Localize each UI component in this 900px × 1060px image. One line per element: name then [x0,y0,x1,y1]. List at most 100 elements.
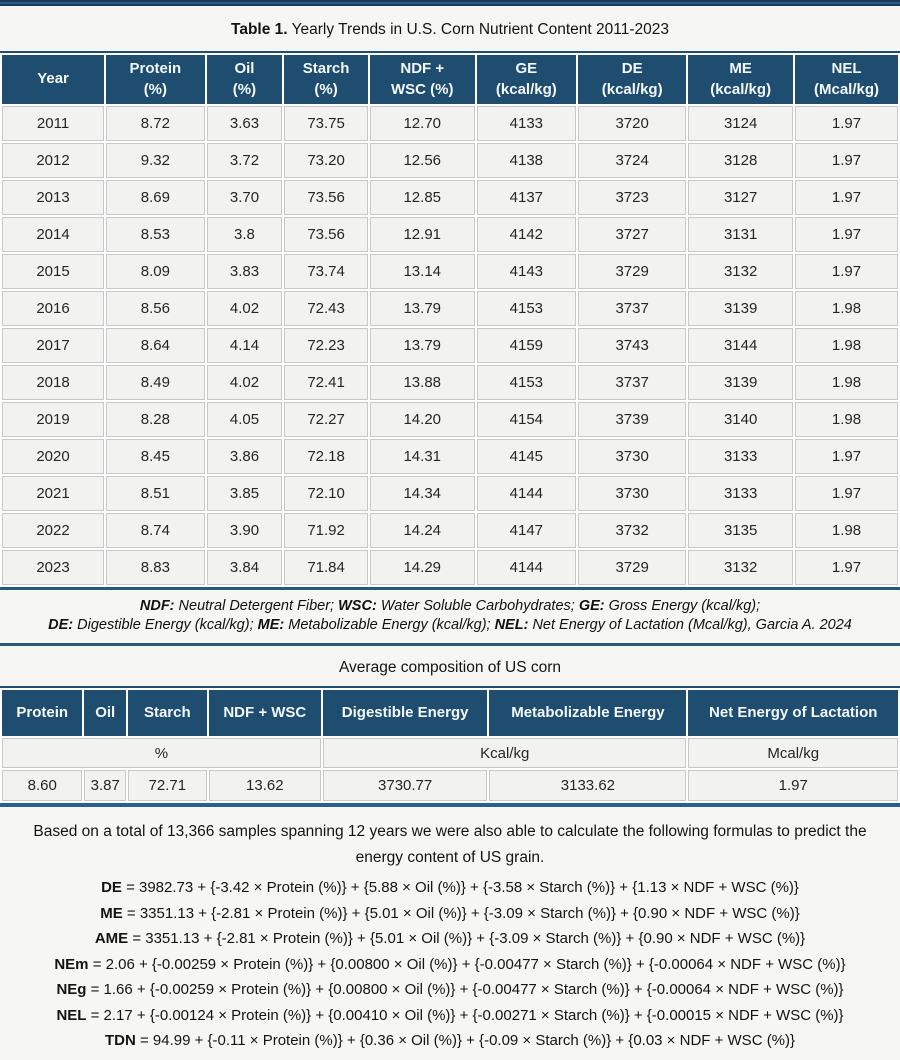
year-cell: 2011 [2,106,105,141]
table1-row-2013: 2013 8.69 3.70 73.56 12.85 4137 3723 3127 1.97 [2,180,898,215]
formula-expression: = 1.66 + {-0.00259 × Protein (%)} + {0.0… [86,981,844,998]
unit-cell-kcal-kg: Kcal/kg [322,738,687,768]
table2-column-header-metabolizable-energy: Metabolizable Energy [489,690,687,736]
divider-rule-middle [0,643,900,646]
average-value-cell: 3133.62 [489,770,687,801]
formula-me: ME = 3351.13 + {-2.81 × Protein (%)} + {… [14,901,886,927]
value-cell: 3730 [578,476,687,511]
table2-column-header-protein: Protein [2,690,83,736]
value-cell: 1.98 [795,402,898,437]
value-cell: 8.45 [106,439,205,474]
formula-label: DE [101,879,122,896]
value-cell: 4147 [476,513,577,548]
value-cell: 73.56 [284,180,368,215]
table1-column-header-year: Year [2,55,105,104]
formula-ame: AME = 3351.13 + {-2.81 × Protein (%)} + … [14,926,886,952]
top-border-bar [0,0,900,6]
formula-expression: = 2.06 + {-0.00259 × Protein (%)} + {0.0… [88,955,846,973]
value-cell: 1.97 [795,143,898,178]
value-cell: 1.97 [795,106,898,141]
value-cell: 3729 [578,550,687,585]
value-cell: 4154 [476,402,577,437]
footnote-abbr-label: NEL: [494,617,529,633]
value-cell: 4159 [476,328,577,363]
table1-footnote: NDF: Neutral Detergent Fiber; WSC: Water… [0,590,900,643]
table2-column-header-starch: Starch [127,690,207,736]
formula-lines: DE = 3982.73 + {-3.42 × Protein (%)} + {… [14,875,886,1054]
year-cell: 2016 [2,291,105,326]
table1-row-2020: 2020 8.45 3.86 72.18 14.31 4145 3730 3133 1.97 [2,439,898,474]
value-cell: 3737 [578,365,687,400]
value-cell: 4144 [476,550,577,585]
value-cell: 4142 [476,217,577,252]
formula-nel: NEL = 2.17 + {-0.00124 × Protein (%)} + … [14,1003,886,1029]
divider-rule-top [0,587,900,590]
value-cell: 8.49 [106,365,205,400]
footnote-text: Digestible Energy (kcal/kg); [73,617,258,633]
value-cell: 13.14 [369,254,475,289]
table1-row-2014: 2014 8.53 3.8 73.56 12.91 4142 3727 3131 1.97 [2,217,898,252]
value-cell: 12.91 [369,217,475,252]
divider-rule-bottom [0,803,900,807]
value-cell: 3.90 [206,513,283,548]
table1-column-header-me: ME (kcal/kg) [688,55,793,104]
footnote-abbr-label: DE: [48,617,74,633]
value-cell: 4133 [476,106,577,141]
table2-average-composition: Protein Oil Starch NDF + WSC Digestible Ener… [0,686,900,803]
average-value-cell: 13.62 [208,770,321,801]
value-cell: 8.72 [106,106,205,141]
year-cell: 2020 [2,439,105,474]
formulas-intro-text: Based on a total of 13,366 samples spann… [33,823,867,866]
table2-column-header-oil: Oil [84,690,126,736]
footnote-abbr-label: WSC: [338,598,377,614]
average-value-cell: 3730.77 [322,770,488,801]
value-cell: 14.34 [369,476,475,511]
value-cell: 3139 [688,365,793,400]
table1-corn-nutrient-trends: Year Protein (%) Oil (%) Starch (%) NDF + WS… [0,51,900,587]
footnote-abbr-label: GE: [578,598,605,614]
value-cell: 12.85 [369,180,475,215]
value-cell: 3739 [578,402,687,437]
table2-title: Average composition of US corn [339,659,561,676]
unit-cell-mcal-kg: Mcal/kg [688,738,898,768]
value-cell: 8.56 [106,291,205,326]
formula-expression: = 94.99 + {-0.11 × Protein (%)} + {0.36 … [135,1032,796,1049]
formula-label: NEm [54,955,89,973]
table1-header-row: Year Protein (%) Oil (%) Starch (%) NDF + WS… [2,55,898,104]
table1-column-header-de: DE (kcal/kg) [578,55,687,104]
formula-tdn: TDN = 94.99 + {-0.11 × Protein (%)} + {0… [14,1028,886,1054]
year-cell: 2013 [2,180,105,215]
table1-row-2017: 2017 8.64 4.14 72.23 13.79 4159 3743 3144 1.98 [2,328,898,363]
value-cell: 4138 [476,143,577,178]
year-cell: 2012 [2,143,105,178]
footnote-abbr-label: NDF: [139,598,175,614]
value-cell: 4.02 [206,365,283,400]
value-cell: 72.10 [284,476,368,511]
table1-column-header-ge: GE (kcal/kg) [476,55,577,104]
value-cell: 4143 [476,254,577,289]
formula-label: AME [94,930,129,947]
value-cell: 72.27 [284,402,368,437]
footnote-text: Gross Energy (kcal/kg); [604,598,761,614]
table2-units-row: % Kcal/kg Mcal/kg [2,738,898,768]
formula-expression: = 3351.13 + {-2.81 × Protein (%)} + {5.0… [122,904,800,922]
value-cell: 3723 [578,180,687,215]
value-cell: 72.43 [284,291,368,326]
table1-column-header-nel: NEL (Mcal/kg) [795,55,898,104]
average-value-cell: 8.60 [2,770,83,801]
value-cell: 3724 [578,143,687,178]
value-cell: 13.88 [369,365,475,400]
value-cell: 8.83 [106,550,205,585]
value-cell: 8.53 [106,217,205,252]
value-cell: 4153 [476,291,577,326]
footnote-text: Net Energy of Lactation (Mcal/kg), Garci… [528,617,852,633]
value-cell: 4144 [476,476,577,511]
value-cell: 14.31 [369,439,475,474]
value-cell: 14.29 [369,550,475,585]
table1-column-header-oil: Oil (%) [206,55,283,104]
year-cell: 2017 [2,328,105,363]
value-cell: 1.98 [795,365,898,400]
footnote-line-1: NDF: Neutral Detergent Fiber; WSC: Water… [10,597,890,616]
formula-section: Based on a total of 13,366 samples spann… [0,807,900,1060]
